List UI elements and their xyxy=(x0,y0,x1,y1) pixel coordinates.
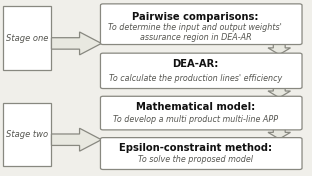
Text: Pairwise comparisons:: Pairwise comparisons: xyxy=(132,12,259,22)
FancyBboxPatch shape xyxy=(100,4,302,45)
Polygon shape xyxy=(268,43,290,55)
Polygon shape xyxy=(51,128,101,151)
Polygon shape xyxy=(268,87,290,98)
FancyBboxPatch shape xyxy=(100,138,302,169)
Text: To develop a multi product multi-line APP: To develop a multi product multi-line AP… xyxy=(113,115,278,124)
Polygon shape xyxy=(268,128,290,139)
Text: To calculate the production lines' efficiency: To calculate the production lines' effic… xyxy=(109,74,282,83)
Polygon shape xyxy=(51,32,101,55)
Text: To solve the proposed model: To solve the proposed model xyxy=(138,155,253,164)
Text: DEA-AR:: DEA-AR: xyxy=(172,59,218,69)
FancyBboxPatch shape xyxy=(3,6,51,70)
Text: Epsilon-constraint method:: Epsilon-constraint method: xyxy=(119,143,272,153)
Text: Stage two: Stage two xyxy=(6,130,48,139)
FancyBboxPatch shape xyxy=(100,53,302,89)
Text: Mathematical model:: Mathematical model: xyxy=(136,102,255,112)
Text: To determine the input and output weights'
assurance region in DEA-AR: To determine the input and output weight… xyxy=(108,23,282,42)
FancyBboxPatch shape xyxy=(3,103,51,166)
Text: Stage one: Stage one xyxy=(6,34,48,43)
FancyBboxPatch shape xyxy=(100,96,302,130)
